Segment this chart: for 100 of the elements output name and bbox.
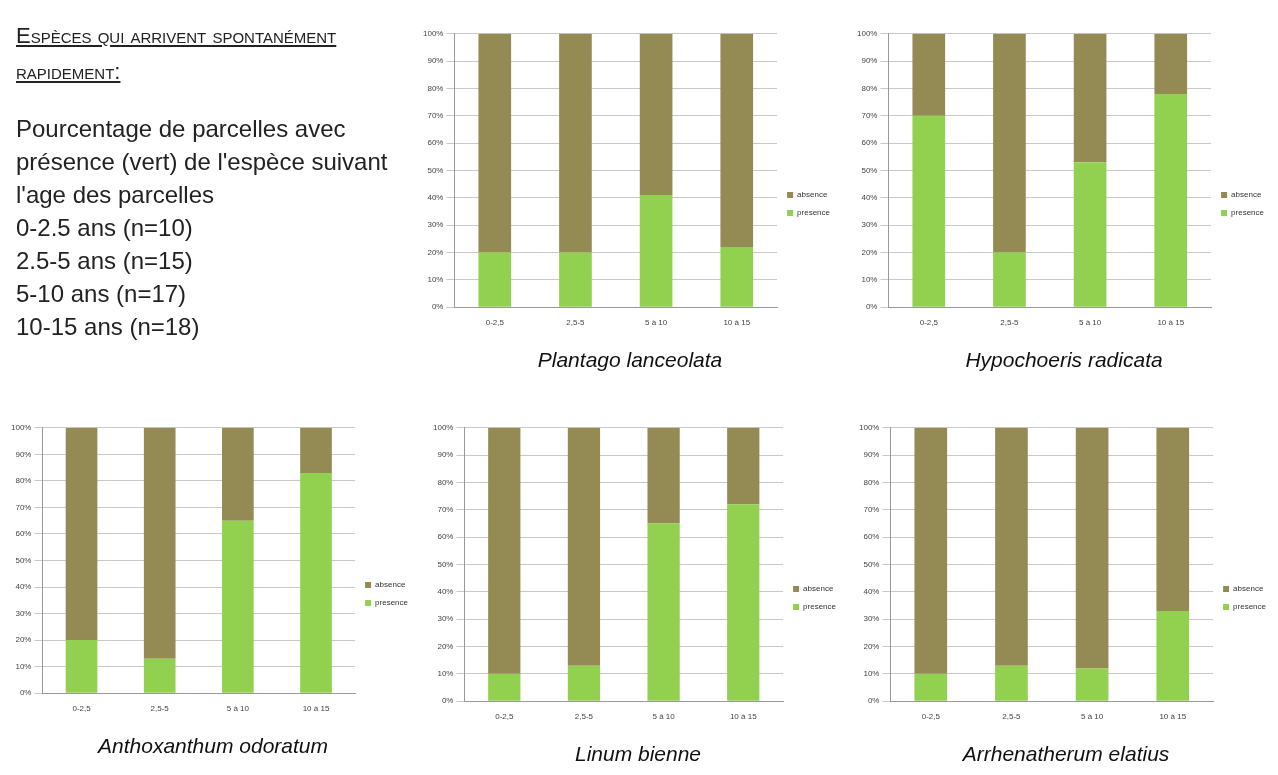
x-tick-label: 0-2,5	[485, 318, 505, 328]
y-tick-label: 0%	[19, 688, 32, 698]
text: Linum bienne	[574, 742, 702, 766]
x-tick-label: 10 à 15	[1159, 712, 1187, 722]
bar	[720, 33, 754, 248]
y-tick-label: 0%	[431, 302, 444, 312]
y-tick-label: 20%	[861, 247, 878, 257]
legend-label: presence	[1231, 208, 1265, 218]
text: 5-10 ans (n=17)	[16, 279, 188, 309]
legend-label: presence	[797, 208, 831, 218]
y-tick-label: 70%	[437, 505, 454, 515]
y-tick-label: 100%	[10, 423, 32, 432]
y-tick-label: 90%	[15, 449, 32, 459]
y-tick-label: 20%	[15, 635, 32, 645]
bar	[1154, 93, 1188, 307]
bar	[488, 427, 521, 674]
x-tick-label: 2,5-5	[150, 704, 170, 714]
text: Pourcentage de parcelles avec présence (vert) de l'espèce suivant l'age des parcelles	[16, 114, 389, 210]
x-tick-label: 5 à 10	[1078, 318, 1102, 328]
y-tick-label: 40%	[861, 193, 878, 203]
bar	[914, 673, 948, 701]
y-tick-label: 70%	[427, 111, 444, 121]
y-tick-label: 50%	[427, 165, 444, 175]
text: 2.5-5 ans (n=15)	[16, 246, 194, 276]
x-tick-label: 5 à 10	[226, 704, 250, 714]
bar	[993, 252, 1026, 307]
y-tick-label: 100%	[858, 423, 880, 432]
bar	[1154, 33, 1188, 94]
bar	[65, 640, 98, 693]
legend-label: absence	[803, 584, 834, 594]
bar	[1075, 427, 1109, 669]
bar	[647, 523, 680, 701]
bar	[1156, 427, 1190, 611]
y-tick-label: 100%	[422, 29, 444, 38]
y-tick-label: 30%	[427, 220, 444, 230]
bar	[639, 33, 673, 196]
y-tick-label: 90%	[863, 450, 880, 460]
x-tick-label: 0-2,5	[495, 712, 514, 722]
text: Hypochoeris radicata	[965, 348, 1163, 372]
y-tick-label: 80%	[427, 83, 444, 93]
bar	[300, 427, 332, 473]
bar	[478, 33, 512, 253]
y-tick-label: 60%	[437, 532, 454, 542]
text: 0-2.5 ans (n=10)	[16, 213, 194, 243]
bar	[559, 33, 592, 253]
y-tick-label: 0%	[441, 696, 454, 706]
y-tick-label: 40%	[863, 587, 880, 597]
y-tick-label: 80%	[15, 476, 32, 486]
y-tick-label: 30%	[863, 614, 880, 624]
y-tick-label: 10%	[427, 275, 444, 285]
y-tick-label: 10%	[863, 669, 880, 679]
bar	[912, 33, 946, 116]
y-tick-label: 30%	[15, 608, 32, 618]
legend-label: absence	[375, 580, 406, 590]
text: Espèces qui arrivent spontanément rapidement:	[16, 22, 338, 86]
legend-label: presence	[803, 602, 837, 612]
y-tick-label: 60%	[427, 138, 444, 148]
bar	[65, 427, 98, 641]
y-tick-label: 70%	[861, 111, 878, 121]
y-tick-label: 0%	[865, 302, 878, 312]
bar	[720, 247, 754, 307]
y-tick-label: 20%	[863, 641, 880, 651]
y-tick-label: 50%	[15, 555, 32, 565]
x-tick-label: 2,5-5	[1000, 318, 1020, 328]
bar	[993, 33, 1026, 253]
x-tick-label: 0-2,5	[921, 712, 941, 722]
x-tick-label: 2,5-5	[1002, 712, 1022, 722]
y-tick-label: 100%	[432, 423, 454, 432]
bar	[639, 195, 673, 307]
y-tick-label: 60%	[861, 138, 878, 148]
x-tick-label: 2,5-5	[566, 318, 586, 328]
y-tick-label: 40%	[437, 587, 454, 597]
x-tick-label: 2,5-5	[574, 712, 594, 722]
y-tick-label: 50%	[437, 559, 454, 569]
bar	[488, 673, 521, 701]
y-tick-label: 30%	[437, 614, 454, 624]
bar	[995, 665, 1028, 701]
bar	[914, 427, 948, 674]
bar	[222, 427, 254, 521]
y-tick-label: 80%	[863, 477, 880, 487]
y-tick-label: 80%	[437, 477, 454, 487]
bar	[143, 658, 176, 693]
y-tick-label: 20%	[437, 641, 454, 651]
y-tick-label: 90%	[437, 450, 454, 460]
y-tick-label: 90%	[861, 56, 878, 66]
text: Anthoxanthum odoratum	[96, 734, 328, 758]
y-tick-label: 70%	[15, 502, 32, 512]
bar	[727, 504, 760, 701]
bar	[995, 427, 1028, 666]
text: Plantago lanceolata	[537, 348, 723, 372]
legend-label: absence	[1231, 190, 1262, 200]
legend-label: absence	[1233, 584, 1264, 594]
x-tick-label: 10 à 15	[723, 318, 751, 328]
x-tick-label: 5 à 10	[652, 712, 676, 722]
x-tick-label: 10 à 15	[729, 712, 758, 722]
bar	[222, 520, 254, 693]
bar	[1073, 33, 1107, 163]
y-tick-label: 60%	[15, 529, 32, 539]
text: Arrhenatherum elatius	[960, 742, 1170, 766]
bar	[143, 427, 176, 659]
